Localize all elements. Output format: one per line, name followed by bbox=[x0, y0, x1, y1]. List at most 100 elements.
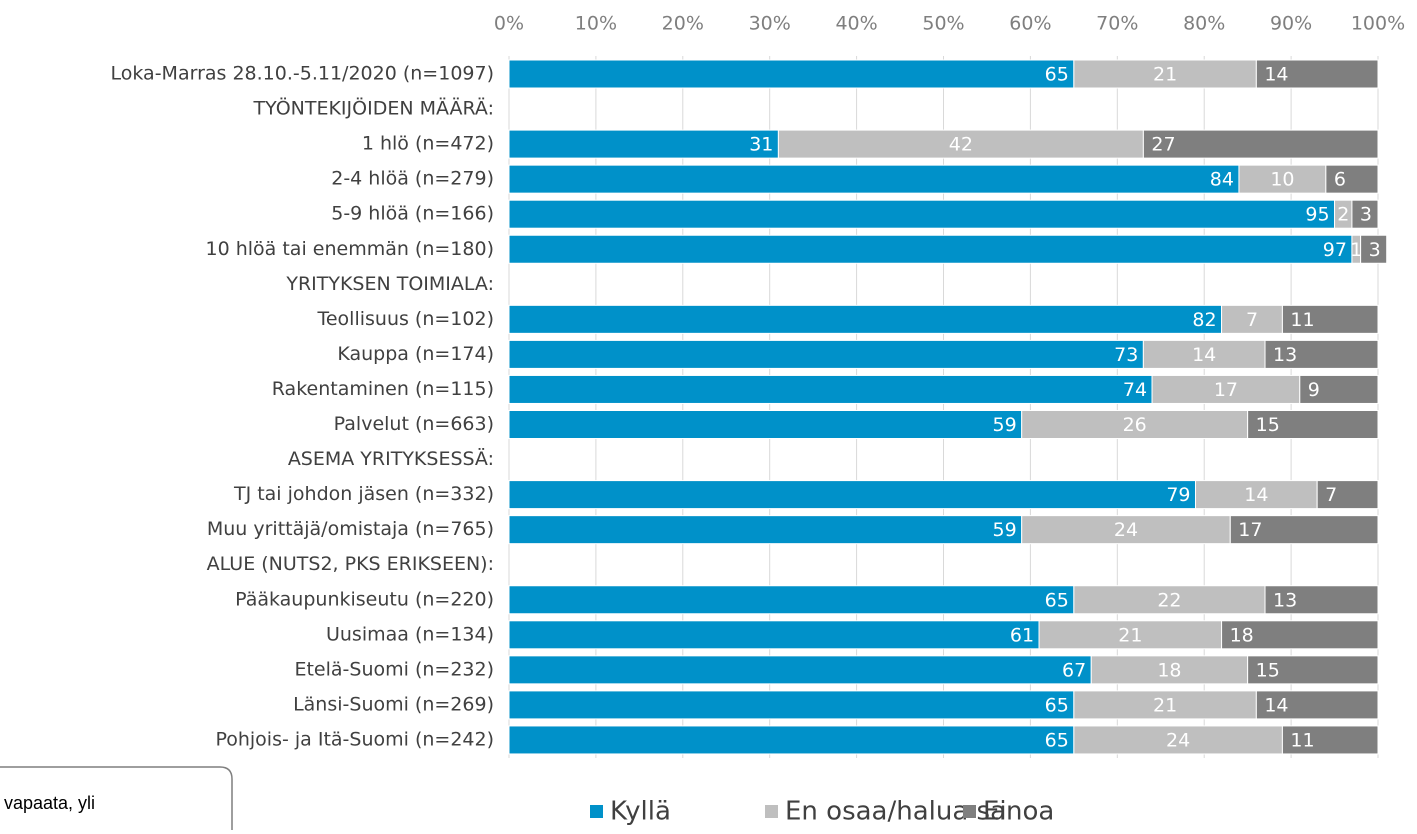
legend-swatch bbox=[765, 805, 778, 818]
x-tick-label: 60% bbox=[1009, 13, 1051, 35]
bar-segment bbox=[1142, 339, 1266, 369]
bar-segment bbox=[1247, 655, 1379, 685]
category-label: Pääkaupunkiseutu (n=220) bbox=[235, 588, 494, 610]
value-label: 67 bbox=[1062, 659, 1086, 681]
value-label: 24 bbox=[1166, 729, 1190, 751]
category-label: Rakentaminen (n=115) bbox=[272, 378, 494, 400]
value-label: 1 bbox=[1350, 239, 1362, 261]
bar-segment bbox=[1073, 725, 1283, 755]
bar-segment bbox=[777, 129, 1144, 159]
category-label: Palvelut (n=663) bbox=[334, 413, 494, 435]
value-label: 10 bbox=[1270, 169, 1294, 191]
category-label: 2-4 hlöä (n=279) bbox=[331, 168, 494, 190]
bar-segment bbox=[1316, 480, 1379, 510]
category-label: Länsi-Suomi (n=269) bbox=[293, 693, 494, 715]
value-label: 18 bbox=[1230, 624, 1254, 646]
value-label: 59 bbox=[993, 519, 1017, 541]
bar-segment bbox=[508, 339, 1144, 369]
bar-segment bbox=[508, 410, 1023, 439]
category-label: ASEMA YRITYKSESSÄ: bbox=[288, 447, 494, 470]
value-label: 79 bbox=[1166, 484, 1190, 506]
category-label: 1 hlö (n=472) bbox=[362, 133, 494, 155]
bar-segment bbox=[1264, 339, 1379, 369]
x-tick-label: 0% bbox=[494, 13, 524, 35]
value-label: 6 bbox=[1334, 169, 1346, 191]
category-label: Etelä-Suomi (n=232) bbox=[294, 658, 494, 680]
value-label: 2 bbox=[1337, 204, 1349, 226]
bar-segment bbox=[1221, 620, 1379, 650]
value-label: 61 bbox=[1010, 624, 1034, 646]
bar-segment bbox=[1264, 585, 1379, 615]
x-tick-label: 50% bbox=[922, 13, 964, 35]
category-label: Uusimaa (n=134) bbox=[326, 623, 494, 645]
bar-segment bbox=[1038, 620, 1223, 650]
category-label: YRITYKSEN TOIMIALA: bbox=[285, 273, 494, 295]
value-label: 9 bbox=[1308, 379, 1320, 401]
category-label: Pohjois- ja Itä-Suomi (n=242) bbox=[215, 728, 494, 750]
x-tick-label: 10% bbox=[575, 13, 617, 35]
value-label: 27 bbox=[1151, 134, 1175, 156]
category-label: Kauppa (n=174) bbox=[337, 343, 494, 365]
category-label: Teollisuus (n=102) bbox=[316, 308, 494, 330]
legend-swatch bbox=[963, 805, 976, 818]
legend-label: Ei bbox=[983, 797, 1007, 827]
value-label: 21 bbox=[1153, 694, 1177, 716]
note-box bbox=[0, 766, 233, 830]
bar-segment bbox=[508, 585, 1075, 615]
bar-segment bbox=[1195, 480, 1318, 510]
value-label: 84 bbox=[1210, 169, 1234, 191]
bar-segment bbox=[1281, 304, 1379, 334]
value-label: 21 bbox=[1153, 64, 1177, 86]
legend-label: En osaa/halua sanoa bbox=[785, 797, 1054, 827]
value-label: 14 bbox=[1192, 344, 1216, 366]
category-label: 10 hlöä tai enemmän (n=180) bbox=[206, 238, 494, 260]
value-label: 11 bbox=[1290, 309, 1314, 331]
value-label: 74 bbox=[1123, 379, 1147, 401]
bar-segment bbox=[1281, 725, 1379, 755]
category-label: Muu yrittäjä/omistaja (n=765) bbox=[207, 518, 494, 540]
value-label: 7 bbox=[1246, 309, 1258, 331]
note: vapaata, yli bbox=[4, 793, 95, 813]
x-tick-label: 20% bbox=[662, 13, 704, 35]
bar-segment bbox=[508, 515, 1023, 545]
value-label: 3 bbox=[1360, 204, 1372, 226]
value-label: 22 bbox=[1157, 589, 1181, 611]
bar-segment bbox=[508, 199, 1336, 229]
bar-segment bbox=[1351, 199, 1379, 229]
bar-segment bbox=[1255, 690, 1379, 720]
bar-segment bbox=[1090, 655, 1249, 685]
bar-segment bbox=[1325, 164, 1379, 194]
category-label: 5-9 hlöä (n=166) bbox=[331, 203, 494, 225]
bar-segment bbox=[1229, 515, 1379, 545]
bar-segment bbox=[508, 725, 1075, 755]
x-tick-label: 100% bbox=[1351, 13, 1405, 35]
value-label: 14 bbox=[1244, 484, 1268, 506]
category-label: TJ tai johdon jäsen (n=332) bbox=[233, 483, 494, 505]
value-label: 59 bbox=[993, 414, 1017, 436]
bar-segment bbox=[508, 129, 779, 159]
value-label: 82 bbox=[1192, 309, 1216, 331]
value-label: 65 bbox=[1045, 589, 1069, 611]
bar-segment bbox=[1151, 374, 1301, 404]
value-label: 97 bbox=[1323, 239, 1347, 261]
category-label: Loka-Marras 28.10.-5.11/2020 (n=1097) bbox=[111, 63, 494, 85]
x-tick-label: 40% bbox=[835, 13, 877, 35]
value-label: 26 bbox=[1123, 414, 1147, 436]
x-tick-label: 30% bbox=[749, 13, 791, 35]
value-label: 14 bbox=[1264, 64, 1288, 86]
value-label: 65 bbox=[1045, 729, 1069, 751]
value-label: 15 bbox=[1256, 414, 1280, 436]
bar-segment bbox=[1299, 374, 1379, 404]
value-label: 13 bbox=[1273, 589, 1297, 611]
bar-segment bbox=[508, 59, 1075, 89]
value-label: 11 bbox=[1290, 729, 1314, 751]
legend-swatch bbox=[590, 805, 603, 818]
value-label: 24 bbox=[1114, 519, 1138, 541]
value-label: 7 bbox=[1325, 484, 1337, 506]
bar-segment bbox=[508, 690, 1075, 720]
bar-segment bbox=[1073, 585, 1266, 615]
value-label: 15 bbox=[1256, 659, 1280, 681]
value-label: 42 bbox=[949, 134, 973, 156]
value-label: 17 bbox=[1238, 519, 1262, 541]
